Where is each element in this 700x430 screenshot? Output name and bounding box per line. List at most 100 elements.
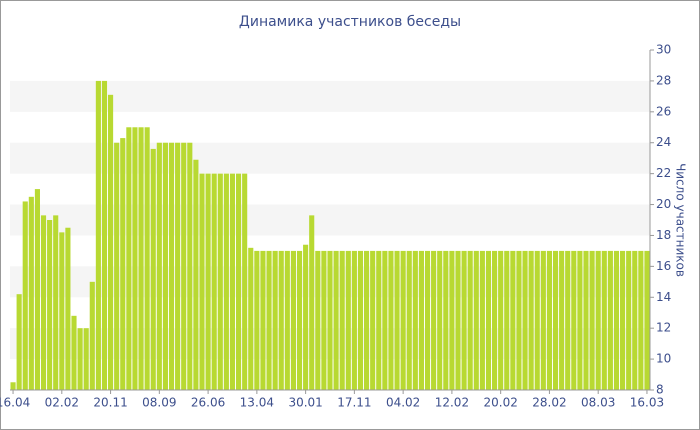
bar xyxy=(424,250,431,390)
bar xyxy=(114,142,120,390)
bar xyxy=(193,159,199,390)
bar xyxy=(339,250,345,390)
bar xyxy=(504,250,510,390)
x-tick-label: 20.02 xyxy=(483,396,517,410)
y-axis-label: Число участников xyxy=(674,163,688,277)
grid-band xyxy=(10,80,650,112)
bar xyxy=(108,94,114,391)
bar xyxy=(95,80,101,390)
bar xyxy=(290,250,296,390)
bar xyxy=(382,250,388,390)
y-tick-label: 16 xyxy=(656,259,671,273)
bar xyxy=(162,142,168,390)
bar xyxy=(101,80,108,390)
x-tick-label: 26.06 xyxy=(191,396,225,410)
x-tick-label: 20.11 xyxy=(93,396,127,410)
bar xyxy=(583,250,589,390)
bar xyxy=(309,215,315,390)
bar xyxy=(479,250,485,390)
bar xyxy=(613,250,620,390)
x-tick-label: 17.11 xyxy=(337,396,371,410)
bar xyxy=(626,250,632,390)
bar xyxy=(376,250,382,390)
y-tick-label: 10 xyxy=(656,352,671,366)
bar xyxy=(455,250,461,390)
bar xyxy=(370,250,376,390)
bar xyxy=(34,189,40,390)
bar xyxy=(89,281,95,390)
x-tick-label: 12.02 xyxy=(435,396,469,410)
bar xyxy=(394,250,400,390)
bar xyxy=(40,215,47,390)
bar xyxy=(400,250,406,390)
bar xyxy=(199,173,205,390)
bar xyxy=(168,142,175,390)
bar xyxy=(406,250,412,390)
bar xyxy=(71,315,77,390)
x-tick-label: 16.04 xyxy=(0,396,30,410)
bar xyxy=(144,127,150,390)
bar xyxy=(607,250,613,390)
bar xyxy=(315,250,321,390)
bar xyxy=(175,142,181,390)
bar xyxy=(552,250,559,390)
bar xyxy=(236,173,242,390)
bar xyxy=(449,250,455,390)
bar xyxy=(327,250,333,390)
y-tick-label: 12 xyxy=(656,321,671,335)
x-tick-label: 02.02 xyxy=(45,396,79,410)
bar xyxy=(357,250,364,390)
x-tick-label: 04.02 xyxy=(386,396,420,410)
bar xyxy=(498,250,504,390)
bar xyxy=(260,250,266,390)
bar xyxy=(321,250,327,390)
bar xyxy=(431,250,437,390)
bar xyxy=(333,250,339,390)
bar xyxy=(181,142,187,390)
bar xyxy=(364,250,370,390)
bar xyxy=(132,127,138,390)
x-tick-label: 28.02 xyxy=(532,396,566,410)
bar xyxy=(217,173,223,390)
bar xyxy=(138,127,144,390)
bar xyxy=(77,328,83,390)
bar xyxy=(565,250,571,390)
bar xyxy=(187,142,193,390)
bar xyxy=(223,173,229,390)
bar xyxy=(278,250,284,390)
bar xyxy=(644,250,650,390)
bar xyxy=(516,250,522,390)
bar xyxy=(211,173,217,390)
bar xyxy=(266,250,272,390)
bar xyxy=(638,250,644,390)
bar xyxy=(229,173,236,390)
y-tick-label: 24 xyxy=(656,135,671,149)
bar xyxy=(22,201,28,390)
bar xyxy=(10,382,16,390)
bar xyxy=(284,250,290,390)
bar xyxy=(437,250,443,390)
bar xyxy=(242,173,248,390)
y-tick-label: 14 xyxy=(656,290,671,304)
bar xyxy=(528,250,534,390)
y-tick-label: 18 xyxy=(656,228,671,242)
bar xyxy=(53,215,59,390)
bar xyxy=(467,250,473,390)
bar xyxy=(522,250,528,390)
bar xyxy=(296,250,303,390)
y-tick-label: 28 xyxy=(656,73,671,87)
bar xyxy=(510,250,516,390)
y-tick-label: 30 xyxy=(656,43,671,57)
bar xyxy=(492,250,498,390)
bar xyxy=(272,250,278,390)
chart-title: Динамика участников беседы xyxy=(239,14,461,30)
bar xyxy=(595,250,601,390)
bar xyxy=(205,173,211,390)
bar xyxy=(571,250,577,390)
bar xyxy=(485,250,492,390)
bar xyxy=(559,250,565,390)
bar xyxy=(47,220,53,390)
x-tick-label: 30.01 xyxy=(288,396,322,410)
x-tick-label: 13.04 xyxy=(240,396,274,410)
